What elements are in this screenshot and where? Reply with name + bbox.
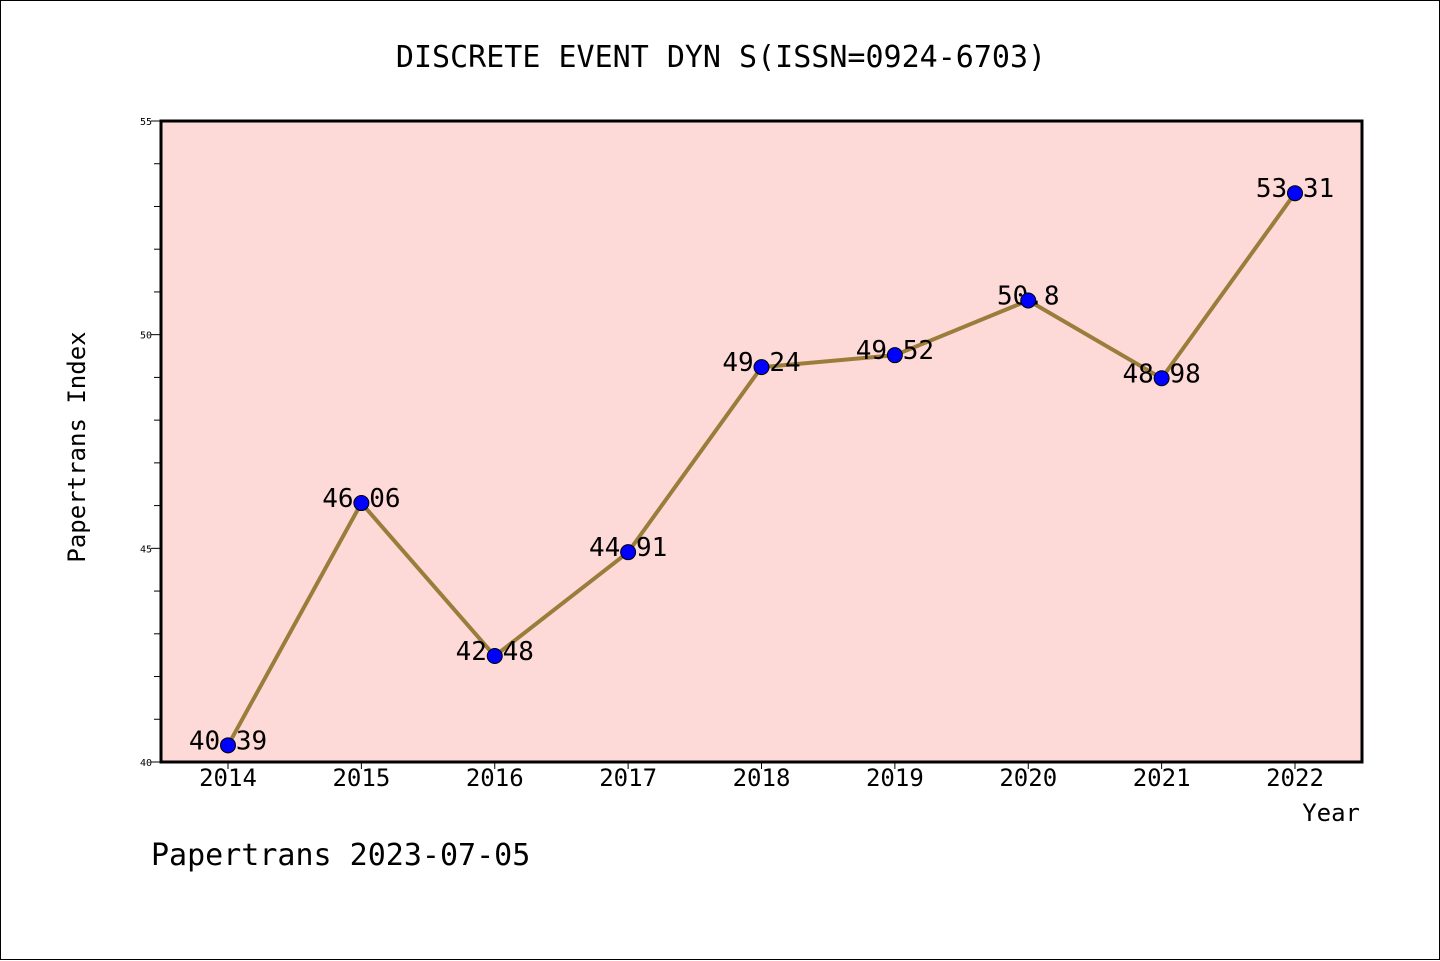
data-point [886,347,903,364]
data-point [353,495,370,512]
x-tick-label: 2018 [733,764,791,792]
y-axis: 40 45 50 55 [140,117,161,769]
data-point [1020,292,1037,309]
data-point [753,359,770,376]
data-point [1287,185,1303,202]
x-tick-label: 2014 [199,764,257,792]
chart-title: DISCRETE EVENT DYN S(ISSN=0924-6703) [396,40,1046,75]
x-tick-label: 2022 [1266,764,1324,792]
y-tick-label: 45 [140,544,152,555]
data-point [220,737,236,754]
y-tick-label: 55 [140,117,152,128]
x-axis-label: Year [1302,799,1360,827]
data-point [1153,370,1170,387]
y-tick-label: 40 [140,758,152,769]
y-tick-label: 50 [140,331,152,342]
x-tick-label: 2020 [999,764,1057,792]
footer-date: Papertrans 2023-07-05 [151,838,530,873]
x-tick-label: 2016 [466,764,524,792]
plot-area [159,119,1364,764]
y-axis-label: Papertrans Index [63,331,91,562]
series-line-group: 40.3946.0642.4844.9149.2449.5250.848.985… [189,174,1334,756]
x-tick-label: 2015 [332,764,390,792]
x-tick-label: 2017 [599,764,657,792]
data-point [620,544,637,561]
x-tick-label: 2019 [866,764,924,792]
x-tick-label: 2021 [1133,764,1191,792]
x-axis: 2014 2015 2016 2017 2018 2019 2020 2021 2022 [199,762,1324,792]
data-point [486,648,503,665]
